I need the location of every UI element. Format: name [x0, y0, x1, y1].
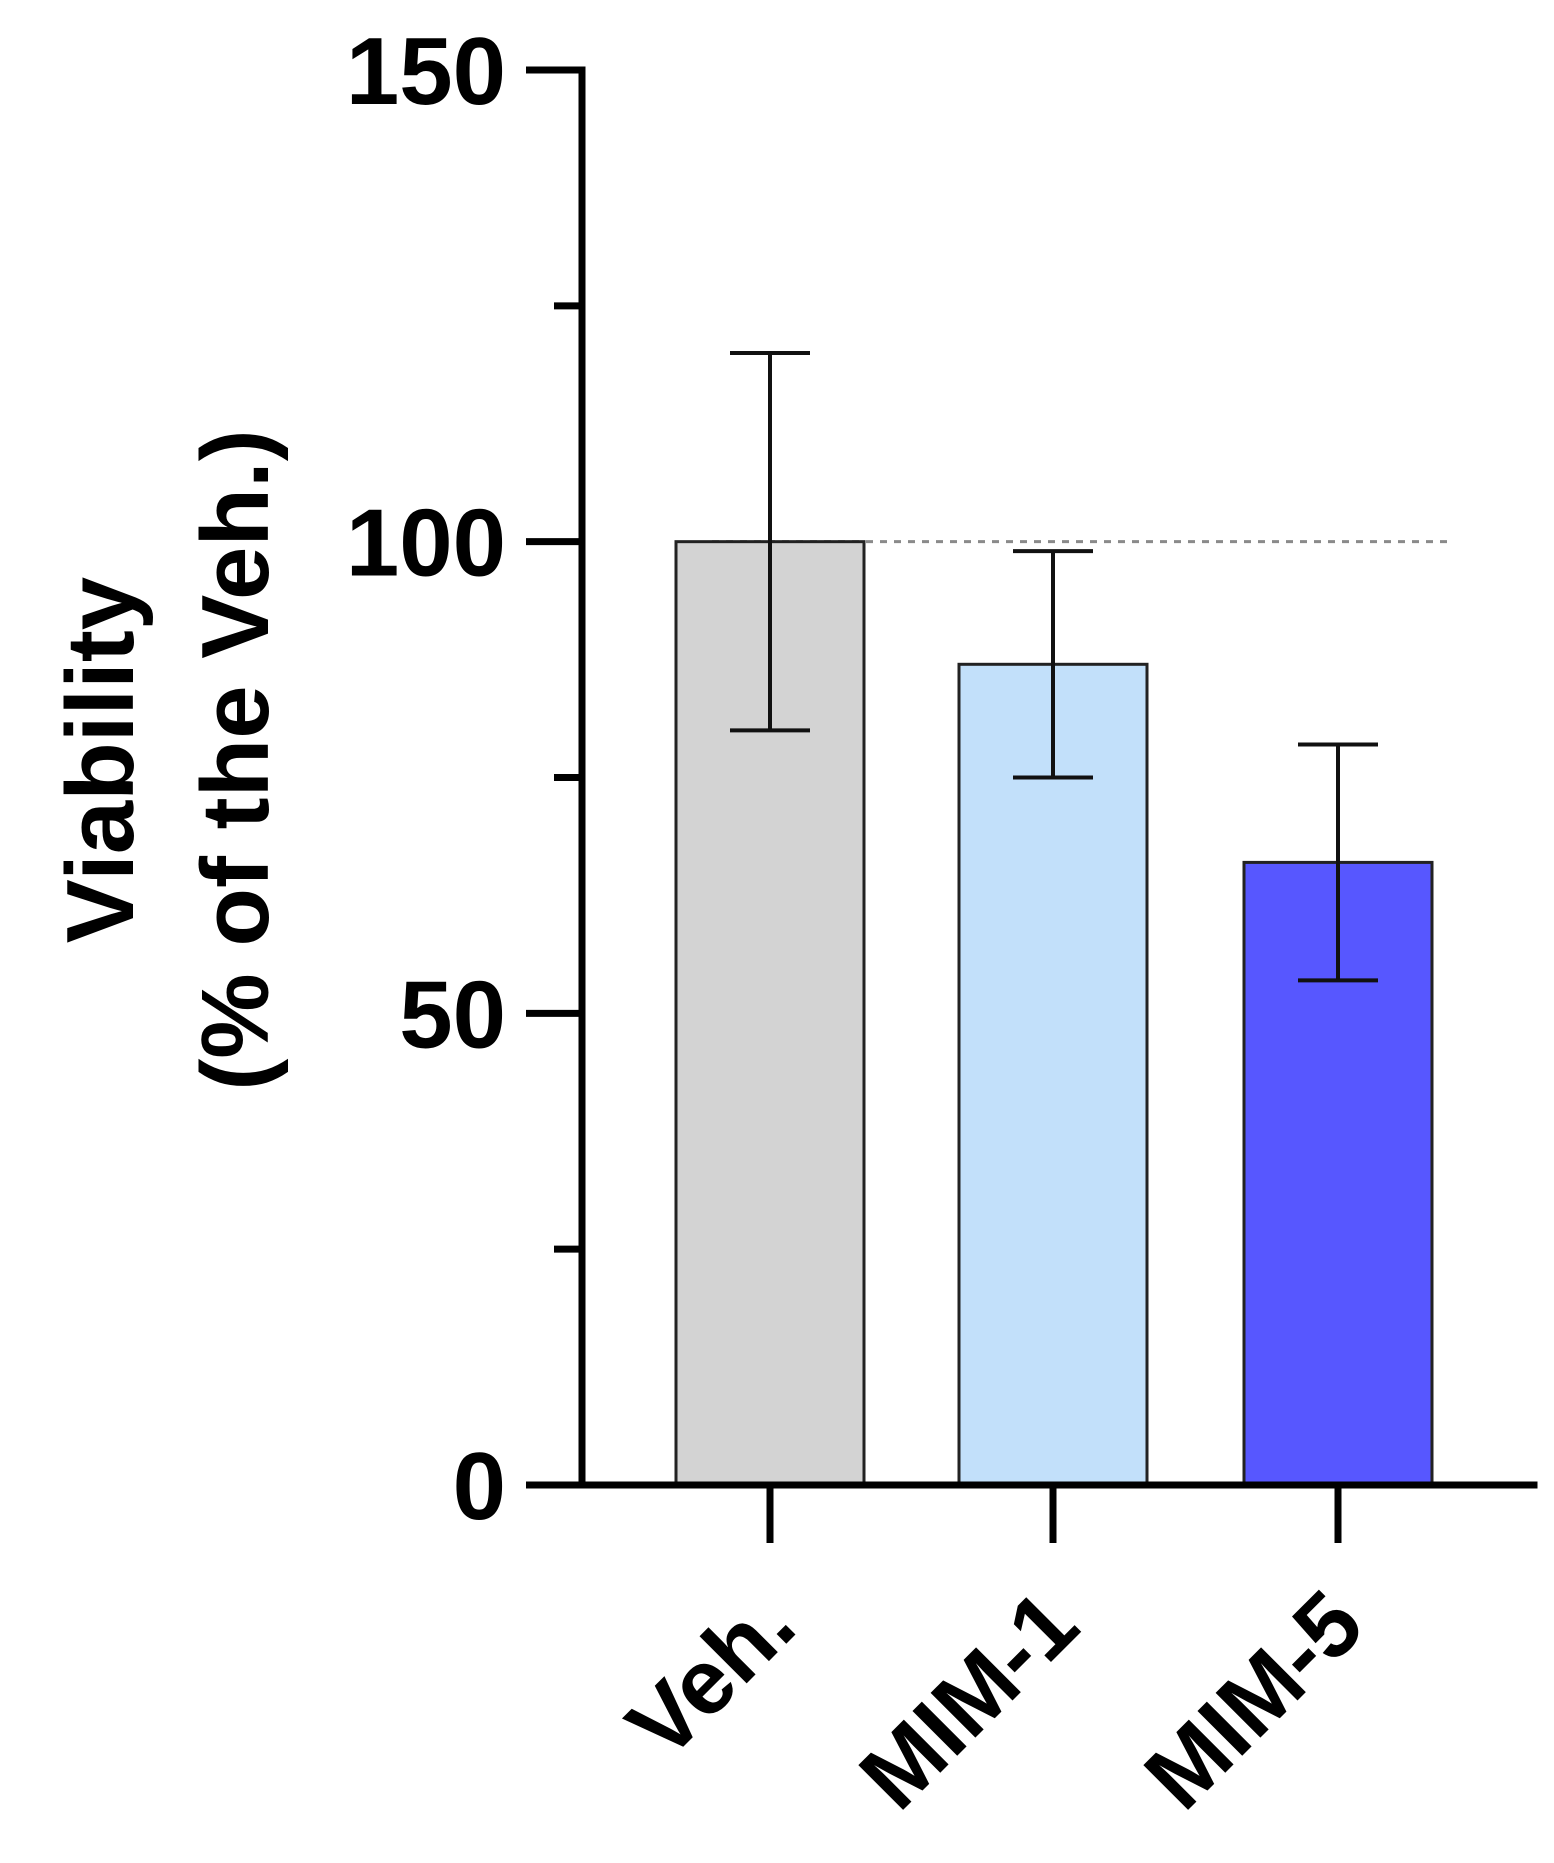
y-tick-label-150: 150: [346, 18, 506, 125]
y-tick-label-100: 100: [346, 490, 506, 597]
y-ticks-layer: 0 50 100 150: [346, 18, 1342, 1543]
y-axis-sublabel: (% of the Veh.): [182, 429, 289, 1090]
y-axis-title: Viability (% of the Veh.): [47, 429, 289, 1090]
y-axis-label: Viability: [47, 577, 154, 943]
x-label-mim-5: MIM-5: [1126, 1572, 1382, 1828]
bars-layer: [674, 540, 1434, 1487]
y-tick-label-0: 0: [453, 1433, 506, 1540]
x-labels-layer: Veh. MIM-1 MIM-5: [608, 1572, 1382, 1828]
x-label-veh: Veh.: [608, 1572, 814, 1778]
y-tick-label-50: 50: [399, 961, 506, 1068]
error-bars-layer: [730, 351, 1378, 983]
bar-mim-1: [957, 662, 1149, 1487]
x-label-mim-1: MIM-1: [841, 1572, 1097, 1828]
